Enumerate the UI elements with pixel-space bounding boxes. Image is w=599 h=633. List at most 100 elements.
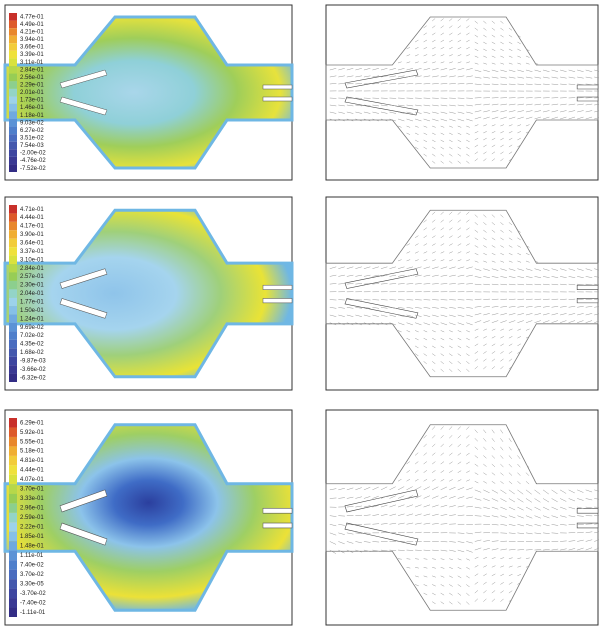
colorbar-swatch bbox=[9, 522, 17, 531]
colorbar-label: 7.54e-03 bbox=[20, 143, 44, 149]
colorbar-swatch bbox=[9, 357, 17, 365]
colorbar-label: 3.30e-05 bbox=[20, 581, 44, 587]
panel-frame bbox=[326, 5, 598, 180]
colorbar-swatch bbox=[9, 465, 17, 474]
colorbar-swatch bbox=[9, 127, 17, 135]
outlet-plate bbox=[263, 85, 292, 89]
panel-frame bbox=[326, 197, 598, 390]
colorbar-swatch bbox=[9, 437, 17, 446]
colorbar-swatch bbox=[9, 456, 17, 465]
colorbar-label: 3.37e-01 bbox=[20, 249, 44, 255]
colorbar-swatch bbox=[9, 541, 17, 550]
colorbar-swatch bbox=[9, 281, 17, 289]
colorbar-label: 3.39e-01 bbox=[20, 52, 44, 58]
colorbar-swatch bbox=[9, 247, 17, 255]
colorbar-swatch bbox=[9, 315, 17, 323]
colorbar-label: -3.66e-02 bbox=[20, 367, 46, 373]
colorbar-label: -7.52e-02 bbox=[20, 166, 46, 172]
colorbar-swatch bbox=[9, 331, 17, 339]
vector-panel bbox=[326, 5, 599, 180]
colorbar-swatch bbox=[9, 298, 17, 306]
colorbar-swatch bbox=[9, 264, 17, 272]
colorbar-label: 7.02e-02 bbox=[20, 333, 44, 339]
colorbar-label: 4.07e-01 bbox=[20, 477, 44, 483]
colorbar-swatch bbox=[9, 532, 17, 541]
outlet-plate bbox=[577, 523, 598, 528]
colorbar-label: 9.03e-02 bbox=[20, 120, 44, 126]
colorbar-swatch bbox=[9, 43, 17, 51]
colorbar-swatch bbox=[9, 104, 17, 112]
colorbar-label: 1.48e-01 bbox=[20, 544, 44, 550]
colorbar-swatch bbox=[9, 427, 17, 436]
colorbar-swatch bbox=[9, 570, 17, 579]
colorbar-label: -9.87e-03 bbox=[20, 359, 46, 365]
colorbar-label: 3.10e-01 bbox=[20, 257, 44, 263]
colorbar-swatch bbox=[9, 96, 17, 104]
colorbar-swatch bbox=[9, 323, 17, 331]
colorbar-label: 1.11e-01 bbox=[20, 553, 44, 559]
colorbar-swatch bbox=[9, 289, 17, 297]
contour-panel: 4.71e-014.44e-014.17e-013.90e-013.64e-01… bbox=[5, 197, 292, 390]
outlet-plate bbox=[263, 508, 292, 513]
colorbar-swatch bbox=[9, 81, 17, 89]
colorbar-label: 2.01e-01 bbox=[20, 90, 44, 96]
colorbar-swatch bbox=[9, 142, 17, 150]
colorbar-label: 4.71e-01 bbox=[20, 207, 44, 213]
colorbar-label: 1.18e-01 bbox=[20, 113, 44, 119]
colorbar-swatch bbox=[9, 230, 17, 238]
colorbar-label: 2.30e-01 bbox=[20, 283, 44, 289]
colorbar-label: -7.40e-02 bbox=[20, 600, 46, 606]
colorbar-label: 2.56e-01 bbox=[20, 75, 44, 81]
colorbar-label: 6.27e-02 bbox=[20, 128, 44, 134]
colorbar-label: 5.92e-01 bbox=[20, 430, 44, 436]
colorbar-label: 4.77e-01 bbox=[20, 14, 44, 20]
colorbar-swatch bbox=[9, 157, 17, 165]
colorbar-label: 3.64e-01 bbox=[20, 241, 44, 247]
colorbar-swatch bbox=[9, 306, 17, 314]
vector-panel bbox=[326, 410, 599, 625]
colorbar-label: 4.44e-01 bbox=[20, 468, 44, 474]
colorbar-label: 4.35e-02 bbox=[20, 342, 44, 348]
colorbar-label: 3.70e-02 bbox=[20, 572, 44, 578]
colorbar-swatch bbox=[9, 222, 17, 230]
colorbar-label: -4.76e-02 bbox=[20, 158, 46, 164]
colorbar-swatch bbox=[9, 111, 17, 119]
colorbar-label: 4.44e-01 bbox=[20, 215, 44, 221]
colorbar-label: -6.32e-02 bbox=[20, 375, 46, 381]
colorbar-swatch bbox=[9, 365, 17, 373]
colorbar-swatch bbox=[9, 340, 17, 348]
colorbar-label: 2.96e-01 bbox=[20, 506, 44, 512]
colorbar-swatch bbox=[9, 205, 17, 213]
colorbar-label: 4.49e-01 bbox=[20, 22, 44, 28]
outlet-plate bbox=[263, 523, 292, 528]
colorbar-swatch bbox=[9, 51, 17, 59]
colorbar-swatch bbox=[9, 598, 17, 607]
colorbar-label: -2.00e-02 bbox=[20, 151, 46, 157]
colorbar-label: -3.70e-02 bbox=[20, 591, 46, 597]
colorbar-label: 5.55e-01 bbox=[20, 439, 44, 445]
colorbar-swatch bbox=[9, 484, 17, 493]
colorbar-label: 1.50e-01 bbox=[20, 308, 44, 314]
colorbar-swatch bbox=[9, 119, 17, 127]
colorbar-label: -1.11e-01 bbox=[20, 610, 46, 616]
colorbar-label: 5.18e-01 bbox=[20, 449, 44, 455]
colorbar-label: 3.51e-02 bbox=[20, 136, 44, 142]
colorbar-swatch bbox=[9, 164, 17, 172]
colorbar-swatch bbox=[9, 36, 17, 44]
outlet-plate bbox=[577, 85, 598, 89]
colorbar-label: 3.11e-01 bbox=[20, 60, 44, 66]
colorbar-swatch bbox=[9, 348, 17, 356]
contour-panel: 4.77e-014.49e-014.21e-013.94e-013.66e-01… bbox=[5, 5, 292, 180]
colorbar-swatch bbox=[9, 513, 17, 522]
colorbar-label: 9.69e-02 bbox=[20, 325, 44, 331]
vector-panel bbox=[326, 197, 599, 390]
outlet-plate bbox=[577, 285, 598, 289]
colorbar-label: 3.66e-01 bbox=[20, 45, 44, 51]
colorbar-swatch bbox=[9, 446, 17, 455]
colorbar-label: 2.59e-01 bbox=[20, 515, 44, 521]
colorbar-label: 1.85e-01 bbox=[20, 534, 44, 540]
colorbar-swatch bbox=[9, 272, 17, 280]
colorbar-label: 1.77e-01 bbox=[20, 300, 44, 306]
colorbar-label: 1.46e-01 bbox=[20, 105, 44, 111]
colorbar-swatch bbox=[9, 560, 17, 569]
